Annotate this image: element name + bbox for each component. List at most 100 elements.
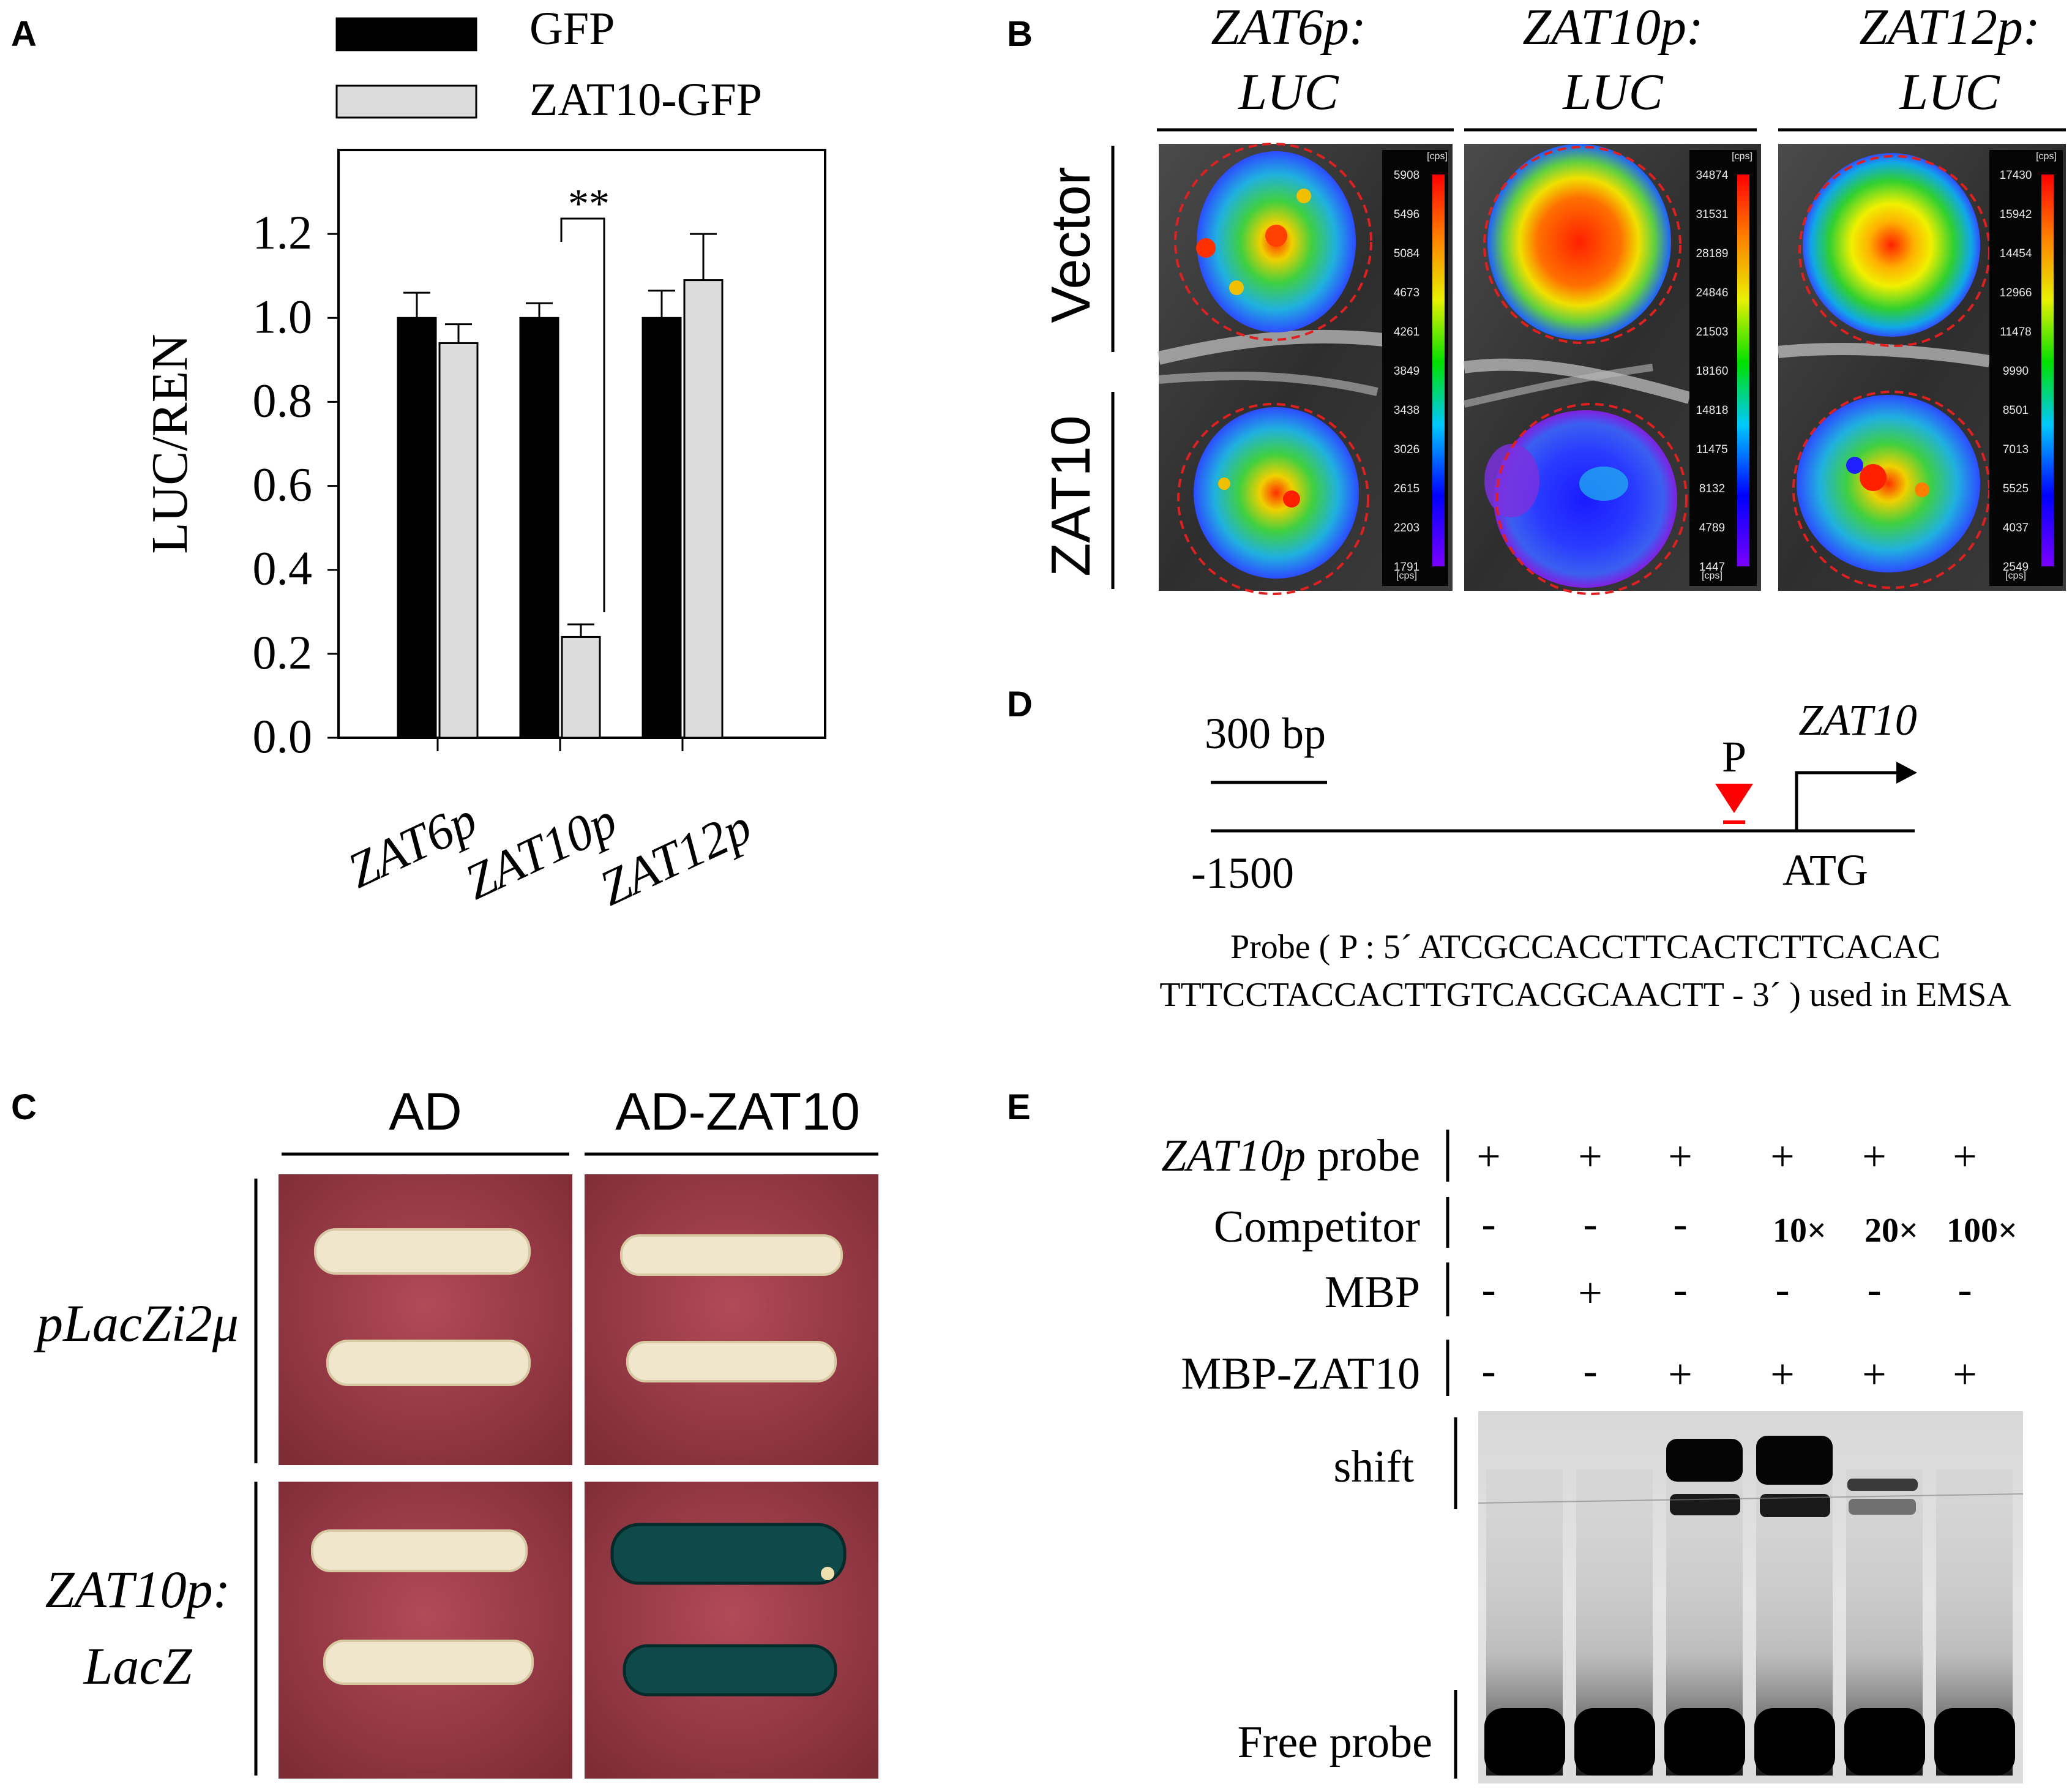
colorbar-scales: 5908 5496 5084 4673 4261 3849 3438 3026 2615 2203…	[1394, 151, 2057, 581]
e-cell-2-lane-5: 20×	[1864, 1212, 1918, 1250]
roi-circle	[1483, 146, 1681, 344]
free-probe-bands	[1484, 1708, 2015, 1776]
atg-label: ATG	[1782, 846, 1868, 894]
e-row-label-competitor: Competitor	[1214, 1202, 1420, 1252]
b-col-header-zat6-line2: LUC	[1238, 64, 1339, 121]
e-row-label-mbp: MBP	[1325, 1267, 1420, 1318]
b-image-zat6	[1157, 143, 1453, 595]
colorbar-tick-label: 4673	[1394, 287, 1419, 299]
e-cell-1-lane-2: +	[1578, 1133, 1602, 1180]
panel-letter-d: D	[1007, 684, 1033, 724]
colorbar-tick-label: 5496	[1394, 208, 1419, 221]
y-tick-label: 1.0	[253, 290, 313, 343]
luminescence-spot-zat10	[1494, 410, 1677, 588]
bar-gfp-zat12p	[641, 317, 682, 739]
e-cell-2-lane-6: 100×	[1947, 1212, 2018, 1250]
bar-gfp-zat10p	[519, 317, 559, 739]
bar-zat10-gfp-zat10p	[561, 636, 601, 739]
colorbar-tick-label: 15942	[2000, 208, 2032, 221]
y-tick-label: 0.8	[253, 373, 313, 427]
probe-marker-triangle	[1715, 784, 1753, 813]
roi-circle	[1177, 403, 1369, 595]
panel-b: B ZAT6p: LUC ZAT10p: LUC ZAT12p: LUC Vec…	[1007, 0, 2066, 595]
colorbar-tick-label: 2615	[1394, 482, 1419, 495]
c-row-label-placzi: pLacZi2μ	[33, 1294, 239, 1352]
bar-zat10-gfp-zat6p	[438, 342, 479, 739]
c-col-header-ad-zat10: AD-ZAT10	[615, 1082, 860, 1141]
colorbar-tick-label: 21503	[1696, 326, 1729, 339]
b-col-header-zat10-line1: ZAT10p:	[1522, 0, 1704, 56]
colorbar-unit-bottom: [cps]	[1396, 571, 1417, 581]
panel-letter-b: B	[1007, 14, 1033, 54]
luminescence-spot-vector	[1803, 153, 1980, 337]
panel-e: E ZAT10p probe Competitor MBP MBP-ZAT10 …	[1007, 1087, 2024, 1783]
e-cell-1-lane-1: +	[1476, 1133, 1500, 1180]
c-col-header-ad: AD	[389, 1082, 462, 1141]
y-tick-label: 0.0	[253, 710, 313, 763]
colorbar	[1737, 174, 1749, 566]
colorbar-tick-label: 14818	[1696, 404, 1729, 417]
y-axis-label: LUC/REN	[141, 334, 198, 553]
e-cell-3-lane-1: -	[1481, 1266, 1495, 1313]
plate-ad-placzi	[279, 1174, 572, 1465]
colorbar-tick-label: 17430	[2000, 169, 2032, 182]
b-image-zat10	[1463, 144, 1761, 595]
bar-zat10-gfp-zat12p	[683, 279, 724, 739]
e-cell-2-lane-3: -	[1673, 1201, 1687, 1248]
colorbar-tick-label: 3438	[1394, 404, 1419, 417]
chart-legend: GFP ZAT10-GFP	[335, 3, 762, 126]
luminescence-spot-zat10	[1797, 395, 1980, 572]
colorbar-unit-bottom: [cps]	[1702, 571, 1722, 581]
bar-series	[397, 233, 724, 739]
legend-swatch-gfp	[335, 17, 477, 51]
b-col-header-zat12-line2: LUC	[1899, 64, 2000, 121]
colorbar-tick-label: 18160	[1696, 365, 1729, 378]
colorbar-unit-bottom: [cps]	[2005, 571, 2026, 581]
gene-label: ZAT10	[1798, 696, 1917, 744]
colorbar-tick-label: 12966	[2000, 287, 2032, 299]
panel-d: D 300 bp ZAT10 P -1500 ATG Probe ( P : 5…	[1007, 684, 2011, 1014]
panel-letter-e: E	[1007, 1087, 1031, 1127]
legend-label-zat10-gfp: ZAT10-GFP	[529, 74, 762, 126]
colorbar-tick-label: 5908	[1394, 169, 1419, 182]
colorbar-tick-label: 11475	[1696, 443, 1727, 456]
b-col-header-zat6-line1: ZAT6p:	[1211, 0, 1366, 56]
colorbar-tick-label: 34874	[1696, 169, 1729, 182]
b-col-header-zat10-line2: LUC	[1562, 64, 1663, 121]
colorbar-tick-label: 11478	[2000, 326, 2031, 339]
panel-letter-c: C	[11, 1087, 37, 1127]
scale-bar-label: 300 bp	[1205, 709, 1326, 758]
probe-marker-label: P	[1722, 732, 1746, 781]
x-tick-label: ZAT12p	[591, 798, 760, 917]
colorbar-tick-label: 14454	[2000, 247, 2032, 260]
colorbar-unit-top: [cps]	[2036, 151, 2057, 162]
colorbar-tick-label: 5525	[2003, 482, 2029, 495]
x-tick-label: ZAT10p	[457, 792, 625, 910]
e-cell-3-lane-5: -	[1867, 1266, 1881, 1313]
colorbar-unit-top: [cps]	[1732, 151, 1752, 162]
e-cell-3-lane-2: +	[1578, 1270, 1602, 1317]
significance-bracket: **	[560, 180, 610, 612]
colorbar-tick-label: 28189	[1696, 247, 1729, 260]
b-image-zat12	[1777, 144, 2066, 591]
y-tick-label: 1.2	[253, 206, 313, 259]
b-row-label-zat10: ZAT10	[1041, 415, 1102, 576]
b-row-label-vector: Vector	[1041, 167, 1102, 323]
start-label: -1500	[1191, 849, 1294, 898]
roi-circle	[1495, 403, 1688, 595]
colorbar-tick-label: 1447	[1699, 561, 1725, 574]
e-cell-4-lane-1: -	[1481, 1348, 1495, 1395]
e-cell-1-lane-6: +	[1953, 1133, 1977, 1180]
luminescence-spot-zat10	[1194, 407, 1359, 579]
colorbar-tick-label: 24846	[1696, 287, 1729, 299]
e-cell-4-lane-2: -	[1583, 1348, 1597, 1395]
tss-arrowhead	[1896, 762, 1917, 784]
colorbar-tick-label: 5084	[1394, 247, 1420, 260]
colorbar	[2041, 174, 2054, 566]
emsa-gel	[1478, 1411, 2023, 1783]
colorbar	[1432, 174, 1445, 566]
plate-ad-zat10-placzi	[585, 1174, 878, 1465]
bar-gfp-zat6p	[397, 317, 437, 739]
